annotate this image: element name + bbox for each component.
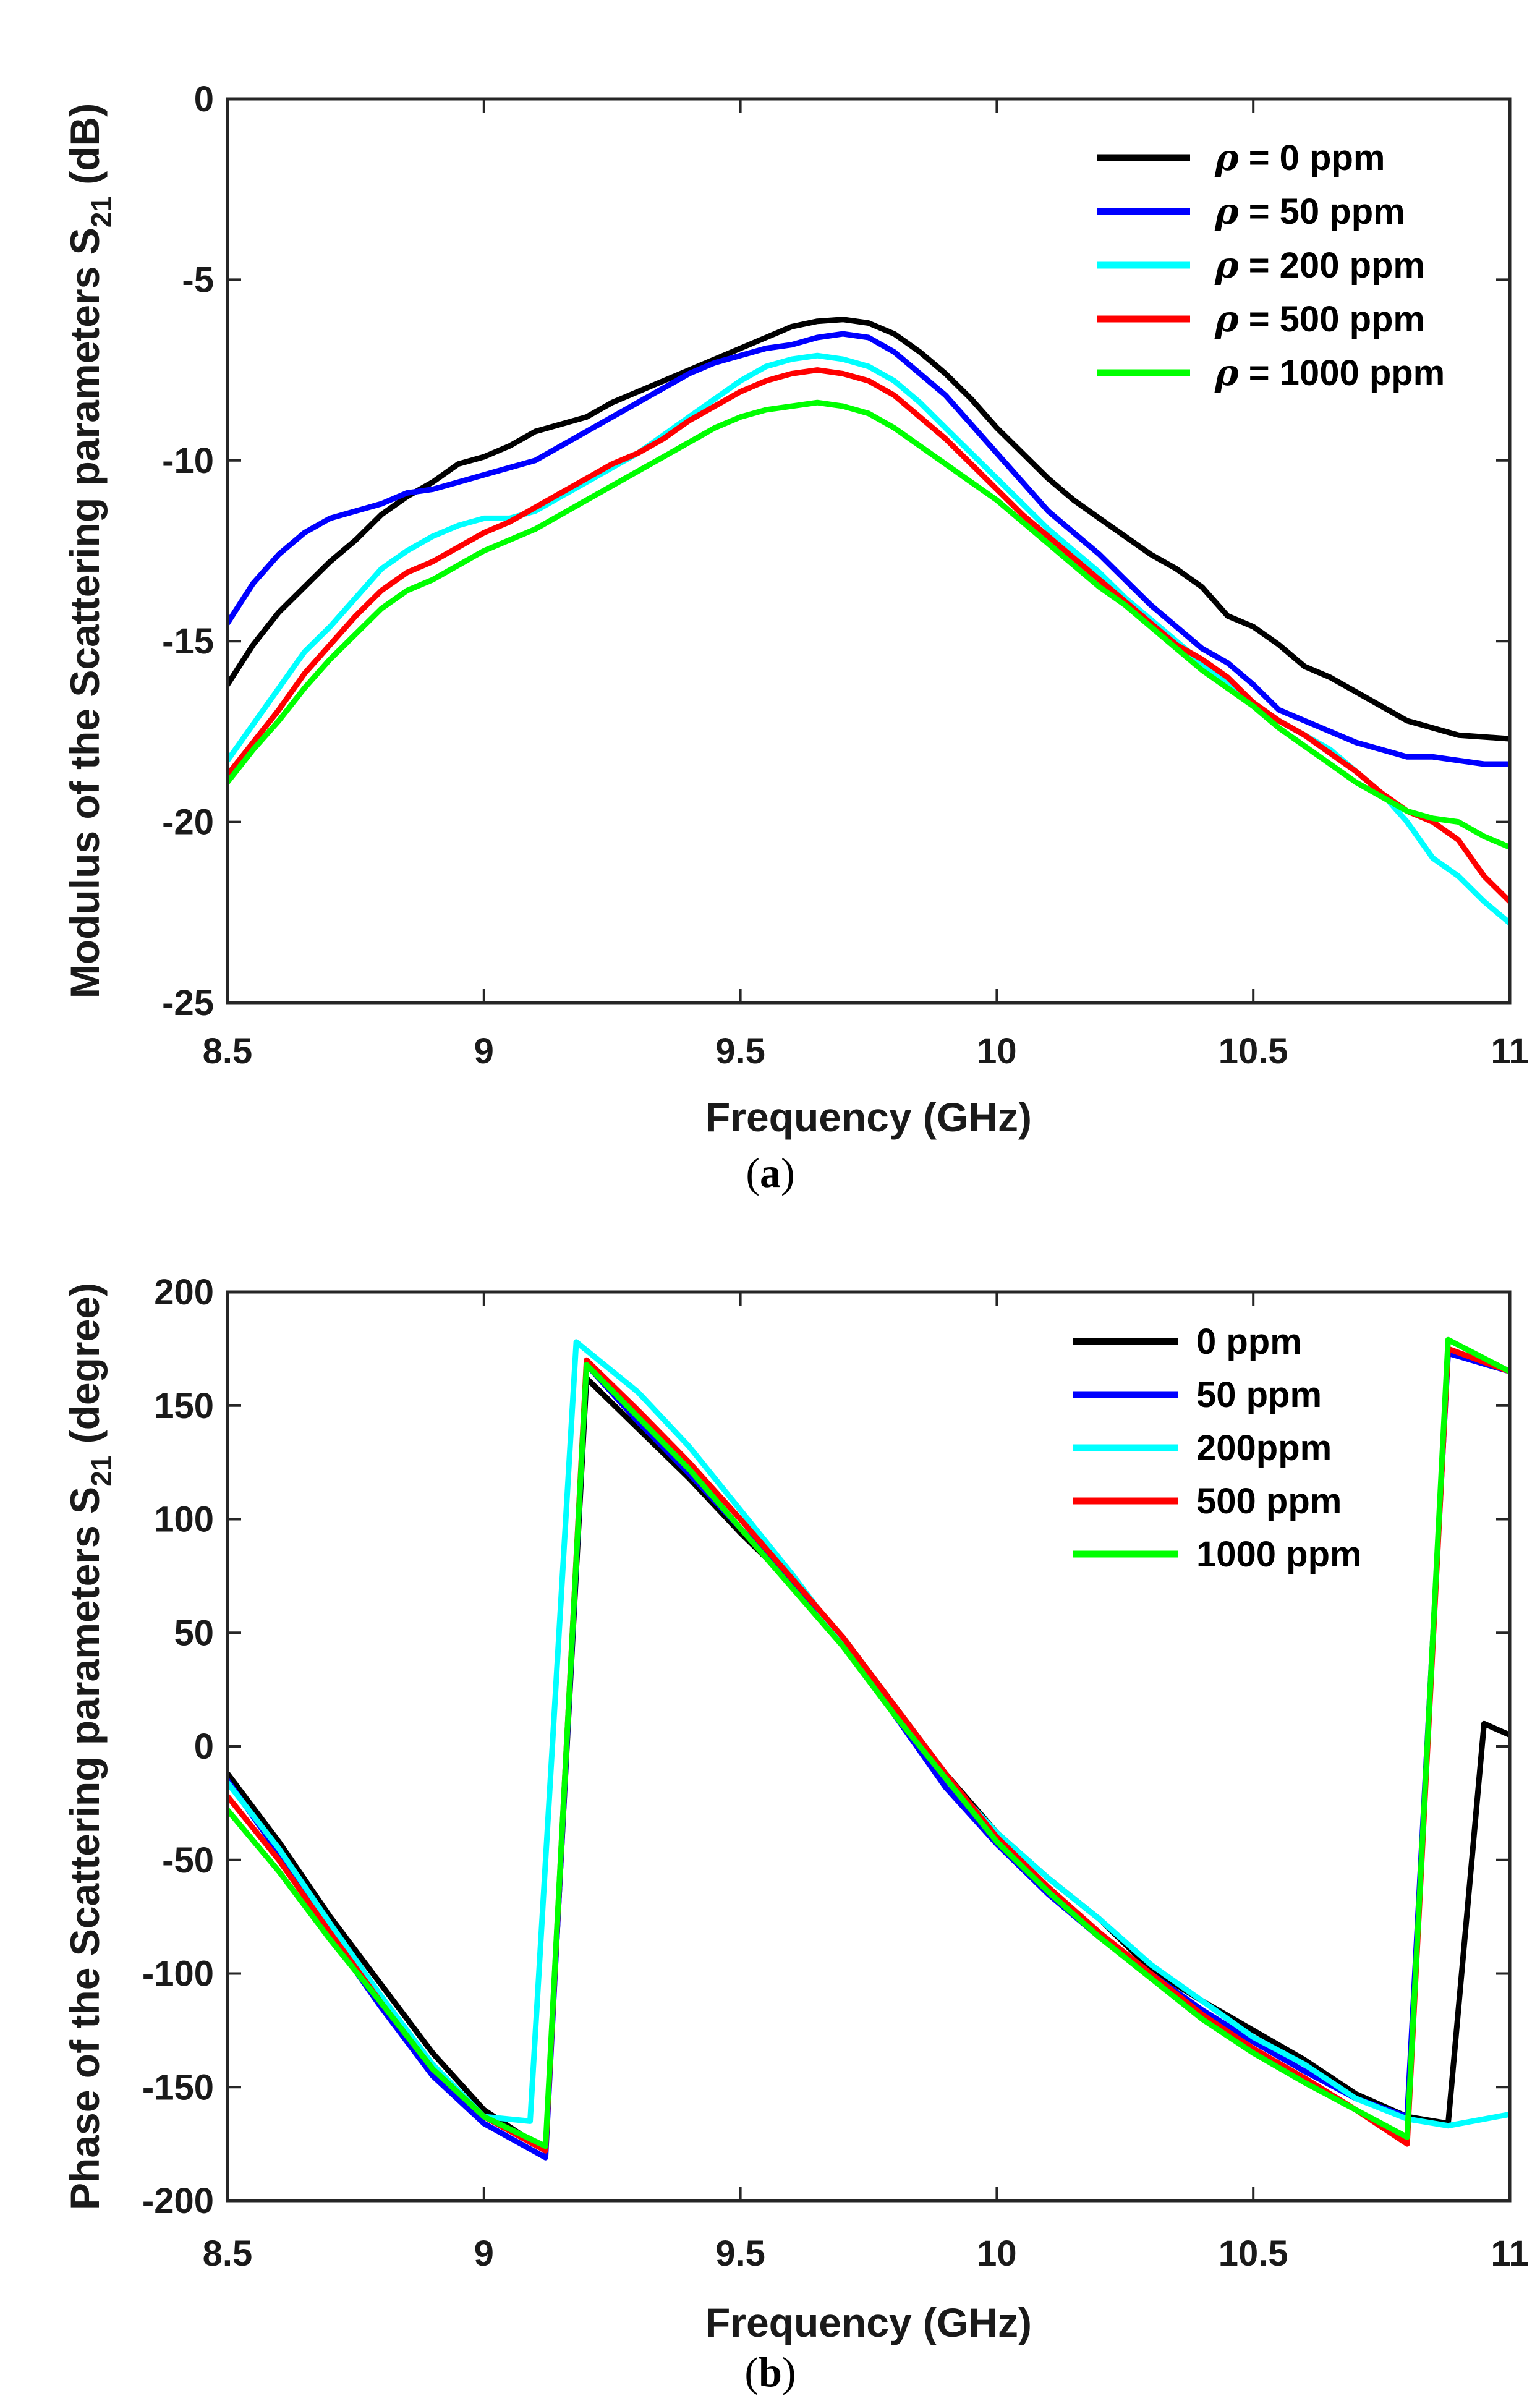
panel-a-x-tick-label-2: 9.5 bbox=[715, 1031, 765, 1071]
panel-b-y-axis-label: Phase of the Scattering parameters S21 (… bbox=[62, 1283, 117, 2210]
panel-b-y-tick-label-6: 100 bbox=[154, 1500, 214, 1540]
panel-a-legend-value-3: = 500 ppm bbox=[1239, 299, 1425, 339]
panel-b-y-tick-label-0: -200 bbox=[142, 2181, 214, 2221]
panel-b-y-tick-label-7: 150 bbox=[154, 1386, 214, 1426]
panel-a-legend-rho-2: ρ bbox=[1214, 244, 1239, 286]
panel-a-series-line-0 bbox=[228, 317, 1510, 742]
panel-a-series-line-1 bbox=[228, 331, 1510, 767]
panel-b-y-tick-label-1: -150 bbox=[142, 2067, 214, 2107]
panel-a-caption-letter: a bbox=[760, 1149, 781, 1196]
panel-a-ticks: 8.5 9 9.5 10 10.5 11 -25 -20 -15 -10 -5 0 bbox=[162, 79, 1528, 1071]
panel-a-axes-frame bbox=[226, 97, 1512, 1005]
panel-a-series-lines bbox=[228, 317, 1510, 926]
panel-b-y-axis-label-unit: (degree) bbox=[62, 1283, 108, 1455]
panel-a-y-tick-label-5: 0 bbox=[194, 79, 214, 119]
panel-a-y-tick-label-3: -10 bbox=[162, 441, 214, 481]
panel-a-x-tick-label-0: 8.5 bbox=[203, 1031, 253, 1071]
panel-a-x-tick-label-3: 10 bbox=[977, 1031, 1017, 1071]
panel-a-legend-rho-0: ρ bbox=[1214, 137, 1239, 179]
panel-b-legend: 0 ppm 50 ppm 200ppm 500 ppm 1000 ppm bbox=[1073, 1322, 1362, 1574]
panel-b-y-axis-label-subscript: 21 bbox=[85, 1455, 117, 1487]
panel-a-legend-value-2: = 200 ppm bbox=[1239, 245, 1425, 286]
panel-b-y-tick-label-2: -100 bbox=[142, 1954, 214, 1994]
panel-b-x-tick-label-3: 10 bbox=[977, 2233, 1017, 2274]
panel-b-series-line-4 bbox=[228, 1336, 1510, 2149]
panel-b-caption: (b) bbox=[744, 2348, 796, 2395]
panel-a-x-tick-label-1: 9 bbox=[474, 1031, 494, 1071]
panel-a-y-tick-label-0: -25 bbox=[162, 983, 214, 1023]
panel-b-ticks: 8.5 9 9.5 10 10.5 11 -200 -150 -100 -50 0 50 100 150 2… bbox=[142, 1272, 1529, 2274]
panel-a-y-axis-label-subscript: 21 bbox=[85, 196, 117, 227]
panel-a-legend-rho-4: ρ bbox=[1214, 352, 1239, 394]
panel-b-series-line-3 bbox=[228, 1346, 1510, 2154]
panel-a-y-axis-label-main: Modulus of the Scattering parameters S bbox=[62, 227, 108, 998]
panel-a-legend-rho-1: ρ bbox=[1214, 190, 1239, 232]
panel-b-y-tick-label-8: 200 bbox=[154, 1272, 214, 1312]
panel-b-legend-label-4: 1000 ppm bbox=[1196, 1534, 1362, 1574]
panel-b-legend-label-1: 50 ppm bbox=[1196, 1375, 1322, 1415]
panel-a-y-tick-label-4: -5 bbox=[182, 260, 214, 300]
panel-a-y-tick-label-1: -20 bbox=[162, 802, 214, 843]
panel-b-series-lines bbox=[228, 1336, 1510, 2161]
panel-b-y-tick-label-3: -50 bbox=[162, 1840, 214, 1880]
panel-a-y-axis-label: Modulus of the Scattering parameters S21… bbox=[62, 103, 117, 998]
panel-b-legend-label-3: 500 ppm bbox=[1196, 1481, 1342, 1521]
panel-b-legend-label-0: 0 ppm bbox=[1196, 1322, 1302, 1362]
panel-a-modulus-chart: 8.5 9 9.5 10 10.5 11 -25 -20 -15 -10 -5 0 ρ = 0 ppm… bbox=[0, 0, 1540, 1205]
panel-b-caption-letter: b bbox=[759, 2348, 782, 2395]
panel-b-y-tick-label-5: 50 bbox=[174, 1613, 214, 1653]
panel-a-caption: (a) bbox=[746, 1149, 794, 1196]
panel-a-legend-label-1: ρ = 50 ppm bbox=[1214, 190, 1405, 232]
panel-a-y-axis-label-unit: (dB) bbox=[62, 103, 108, 196]
panel-a-legend-label-4: ρ = 1000 ppm bbox=[1214, 352, 1445, 394]
panel-a-legend-rho-3: ρ bbox=[1214, 298, 1239, 340]
panel-b-phase-chart: 8.5 9 9.5 10 10.5 11 -200 -150 -100 -50 0 50 100 150 2… bbox=[62, 1272, 1529, 2395]
panel-b-legend-label-2: 200ppm bbox=[1196, 1428, 1332, 1468]
panel-a-x-tick-label-4: 10.5 bbox=[1219, 1031, 1288, 1071]
panel-a-background bbox=[0, 0, 1540, 1205]
panel-a-y-tick-label-2: -15 bbox=[162, 621, 214, 661]
panel-a-legend-value-1: = 50 ppm bbox=[1239, 192, 1405, 232]
panel-b-x-tick-label-5: 11 bbox=[1491, 2233, 1528, 2274]
panel-b-y-axis-label-main: Phase of the Scattering parameters S bbox=[62, 1487, 108, 2210]
panel-a-legend-value-0: = 0 ppm bbox=[1239, 138, 1385, 178]
panel-a-series-line-4 bbox=[228, 399, 1510, 850]
panel-a-series-line-3 bbox=[228, 367, 1510, 904]
panel-a-legend-label-0: ρ = 0 ppm bbox=[1214, 137, 1385, 179]
panel-b-x-tick-label-0: 8.5 bbox=[203, 2233, 253, 2274]
panel-a-legend-label-3: ρ = 500 ppm bbox=[1214, 298, 1425, 340]
panel-b-x-axis-label: Frequency (GHz) bbox=[705, 2300, 1032, 2345]
panel-b-x-tick-label-4: 10.5 bbox=[1219, 2233, 1288, 2274]
panel-b-x-tick-label-2: 9.5 bbox=[715, 2233, 765, 2274]
panel-b-y-tick-label-4: 0 bbox=[194, 1727, 214, 1767]
panel-a-x-axis-label: Frequency (GHz) bbox=[705, 1094, 1032, 1140]
panel-a-x-tick-label-5: 11 bbox=[1491, 1031, 1528, 1071]
panel-b-x-tick-label-1: 9 bbox=[474, 2233, 494, 2274]
panel-a-legend-value-4: = 1000 ppm bbox=[1239, 353, 1445, 393]
panel-a-legend-label-2: ρ = 200 ppm bbox=[1214, 244, 1425, 286]
